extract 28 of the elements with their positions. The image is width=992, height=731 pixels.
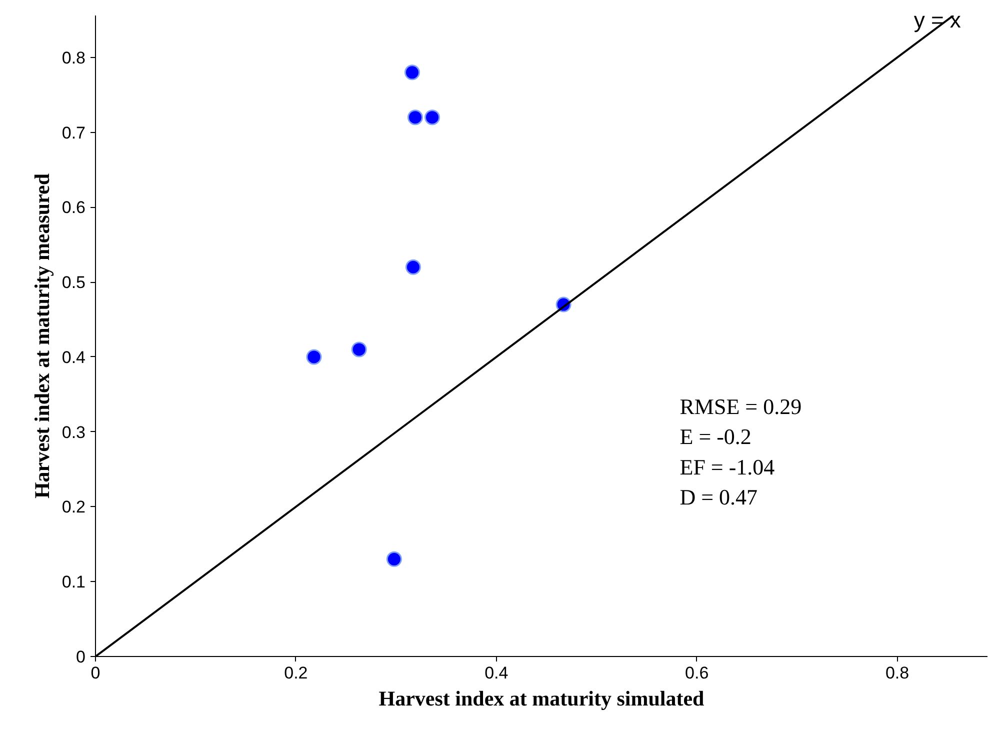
- y-tick-label: 0.3: [62, 422, 86, 442]
- point: [404, 64, 420, 80]
- point: [405, 259, 421, 275]
- annotation: E = -0.2: [680, 424, 752, 450]
- x-axis-title: Harvest index at maturity simulated: [378, 686, 705, 710]
- x-tick-label: 0.2: [284, 664, 308, 682]
- y-tick-label: 0.1: [62, 572, 86, 592]
- y-tick-label: 0.6: [62, 198, 86, 218]
- annotation: D = 0.47: [680, 484, 758, 510]
- point: [407, 110, 423, 126]
- y-tick-label: 0.8: [62, 48, 86, 68]
- y-tick-label: 0.4: [62, 348, 86, 367]
- x-tick-label: 0.8: [885, 664, 910, 682]
- annotation: y = x: [914, 7, 961, 32]
- point: [424, 110, 440, 126]
- x-tick-label: 0: [90, 664, 100, 682]
- point: [306, 349, 322, 365]
- y-tick-label: 0: [76, 648, 86, 666]
- point: [351, 342, 367, 358]
- y-tick-label: 0.5: [62, 273, 86, 292]
- y-tick-label: 0.2: [62, 498, 86, 517]
- y-tick-label: 0.7: [62, 123, 86, 142]
- annotation: RMSE = 0.29: [680, 394, 802, 420]
- x-tick-label: 0.6: [685, 664, 709, 682]
- annotation: EF = -1.04: [680, 454, 775, 480]
- y-axis-title: Harvest index at maturity measured: [30, 173, 54, 499]
- point: [386, 551, 402, 567]
- x-tick-label: 0.4: [484, 664, 508, 682]
